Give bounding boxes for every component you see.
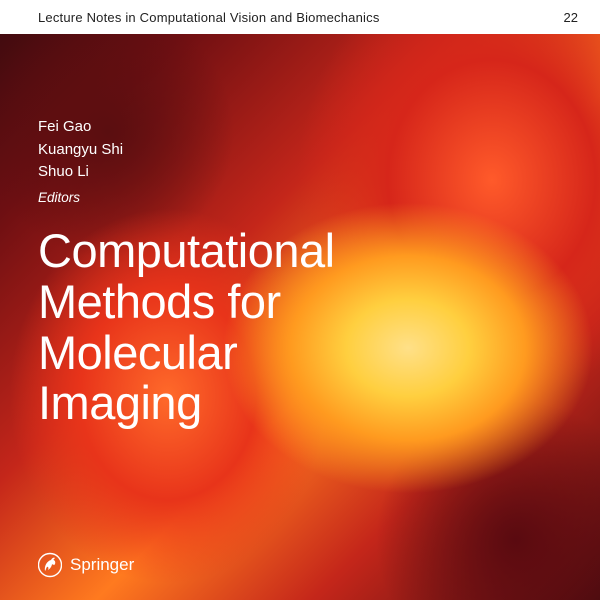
publisher-name: Springer (70, 555, 134, 575)
editors-block: Fei Gao Kuangyu Shi Shuo Li Editors (38, 116, 123, 208)
book-cover: Lecture Notes in Computational Vision an… (0, 0, 600, 600)
editor-name: Kuangyu Shi (38, 139, 123, 162)
editor-name: Shuo Li (38, 161, 123, 184)
editors-role-label: Editors (38, 188, 123, 208)
title-line: Methods for (38, 277, 540, 328)
series-number: 22 (564, 10, 578, 25)
publisher-block: Springer (38, 552, 134, 578)
series-title: Lecture Notes in Computational Vision an… (38, 10, 380, 25)
title-block: Computational Methods for Molecular Imag… (38, 226, 540, 429)
title-line: Computational (38, 226, 540, 277)
series-bar: Lecture Notes in Computational Vision an… (0, 0, 600, 34)
title-line: Imaging (38, 378, 540, 429)
title-line: Molecular (38, 328, 540, 379)
editor-name: Fei Gao (38, 116, 123, 139)
springer-horse-icon (38, 552, 62, 578)
